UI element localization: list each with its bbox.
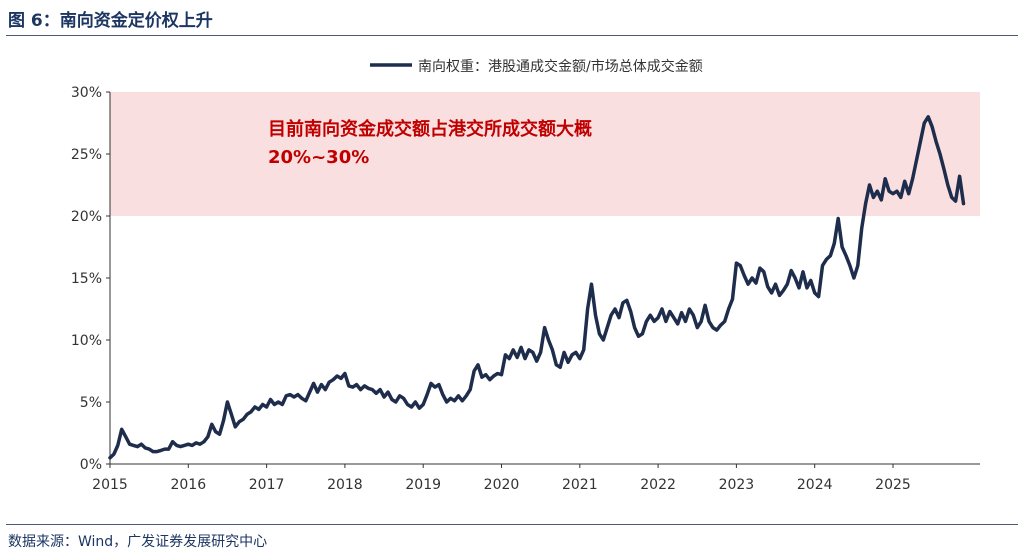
y-tick-label: 10% [71, 333, 102, 349]
x-tick-label: 2019 [405, 477, 441, 493]
y-tick-label: 15% [71, 271, 102, 287]
y-tick-label: 25% [71, 147, 102, 163]
x-tick-label: 2016 [170, 477, 206, 493]
source-note: 数据来源：Wind，广发证券发展研究中心 [8, 534, 268, 550]
series-line [108, 115, 966, 460]
annotation-line-2: 20%~30% [268, 147, 369, 168]
x-tick-label: 2023 [719, 477, 755, 493]
legend-label: 南向权重：港股通成交金额/市场总体成交金额 [418, 58, 703, 75]
x-tick-label: 2022 [640, 477, 676, 493]
x-tick-label: 2020 [484, 477, 520, 493]
y-tick-label: 20% [71, 209, 102, 225]
x-tick-label: 2021 [562, 477, 598, 493]
y-tick-label: 5% [80, 395, 102, 411]
highlight-band [110, 92, 980, 216]
annotation-line-1: 目前南向资金成交额占港交所成交额大概 [268, 118, 592, 140]
chart: 0% 5% 10% 15% 20% 25% 30% 2015 2016 2017 2018 2019 2… [71, 58, 980, 493]
bottom-rule [6, 524, 1018, 525]
x-tick-label: 2015 [92, 477, 128, 493]
x-tick-label: 2025 [875, 477, 911, 493]
y-tick-label: 0% [80, 457, 102, 473]
x-tick-label: 2017 [249, 477, 285, 493]
figure-title: 图 6：南向资金定价权上升 [8, 11, 213, 31]
x-tick-label: 2018 [327, 477, 363, 493]
x-tick-label: 2024 [797, 477, 833, 493]
top-rule [6, 35, 1018, 36]
y-tick-label: 30% [71, 85, 102, 101]
